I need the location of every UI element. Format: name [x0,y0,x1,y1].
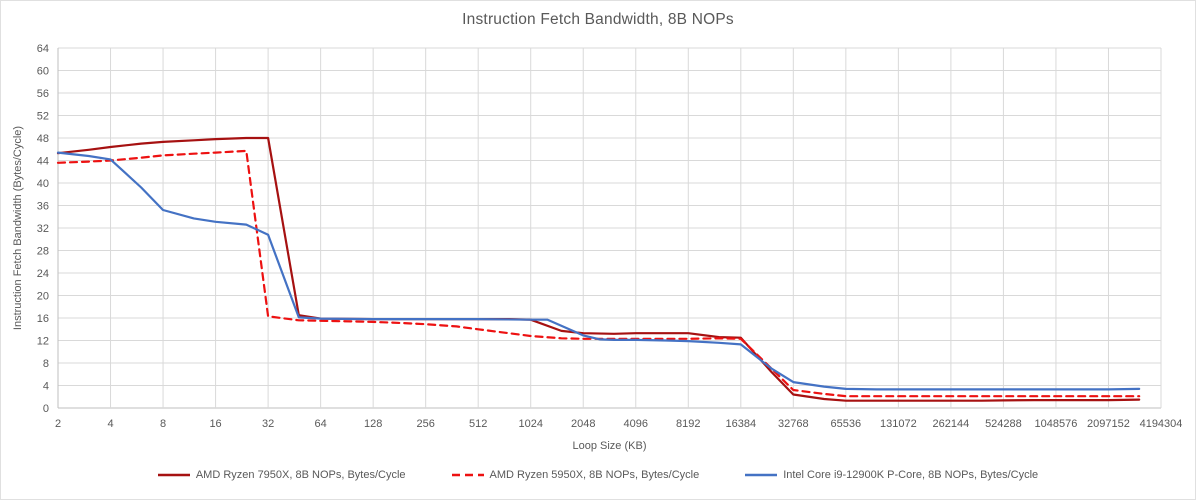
x-tick-label: 4194304 [1140,418,1183,430]
legend-item: AMD Ryzen 5950X, 8B NOPs, Bytes/Cycle [451,469,700,481]
y-tick-label: 52 [37,111,49,123]
x-tick-label: 262144 [933,418,970,430]
x-axis-title: Loop Size (KB) [572,440,647,452]
x-tick-label: 1048576 [1035,418,1078,430]
series-line [56,149,1141,398]
y-axis-title: Instruction Fetch Bandwidth (Bytes/Cycle… [12,125,24,331]
series-line [56,151,1141,391]
x-tick-label: 16384 [726,418,757,430]
y-tick-label: 32 [37,223,49,235]
x-tick-label: 2048 [571,418,595,430]
legend-swatch [451,473,484,477]
series-line [56,136,1141,402]
legend: AMD Ryzen 7950X, 8B NOPs, Bytes/Cycle AMD… [1,469,1195,481]
x-tick-label: 32768 [778,418,809,430]
y-tick-label: 16 [37,313,49,325]
y-tick-label: 12 [37,336,49,348]
y-tick-label: 8 [43,358,49,370]
x-tick-label: 131072 [880,418,917,430]
legend-label: AMD Ryzen 5950X, 8B NOPs, Bytes/Cycle [489,469,700,481]
legend-label: AMD Ryzen 7950X, 8B NOPs, Bytes/Cycle [195,469,406,481]
legend-item: Intel Core i9-12900K P-Core, 8B NOPs, By… [745,469,1038,481]
legend-swatch [745,473,778,477]
y-tick-label: 4 [43,381,49,393]
y-tick-label: 64 [37,43,49,55]
x-tick-label: 524288 [985,418,1022,430]
legend-swatch [157,473,190,477]
y-tick-label: 0 [43,403,49,415]
y-tick-label: 24 [37,268,49,280]
y-tick-label: 44 [37,156,49,168]
chart-title: Instruction Fetch Bandwidth, 8B NOPs [462,11,734,28]
y-tick-label: 20 [37,291,49,303]
x-tick-label: 4 [107,418,113,430]
y-tick-label: 28 [37,246,49,258]
x-tick-label: 2097152 [1087,418,1130,430]
x-tick-label: 512 [469,418,487,430]
x-tick-label: 128 [364,418,382,430]
y-tick-label: 56 [37,88,49,100]
x-tick-label: 2 [55,418,61,430]
y-tick-label: 60 [37,66,49,78]
y-tick-label: 48 [37,133,49,145]
x-tick-label: 8 [160,418,166,430]
x-tick-label: 16 [209,418,221,430]
x-tick-label: 1024 [518,418,542,430]
x-tick-label: 32 [262,418,274,430]
x-tick-label: 4096 [624,418,648,430]
y-tick-label: 40 [37,178,49,190]
y-tick-label: 36 [37,201,49,213]
x-tick-label: 256 [416,418,434,430]
legend-label: Intel Core i9-12900K P-Core, 8B NOPs, By… [783,469,1039,481]
legend-item: AMD Ryzen 7950X, 8B NOPs, Bytes/Cycle [157,469,406,481]
x-tick-label: 8192 [676,418,700,430]
x-tick-label: 64 [314,418,326,430]
x-tick-label: 65536 [831,418,862,430]
